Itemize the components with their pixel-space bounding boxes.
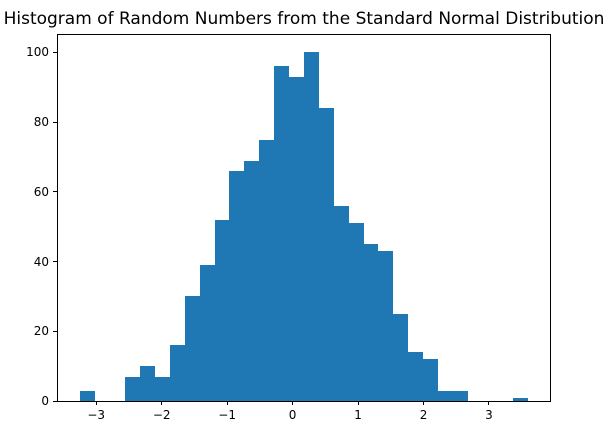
chart-title: Histogram of Random Numbers from the Sta…: [3, 9, 605, 29]
y-tick-mark: [53, 51, 57, 53]
y-tick-mark: [53, 400, 57, 402]
histogram-bar: [303, 52, 319, 401]
histogram-bar: [274, 66, 290, 401]
y-tick-mark: [53, 261, 57, 263]
plot-area: −3 −2 −1 0 1 2 3 0 20 40 60 80 100: [26, 34, 551, 422]
y-tick-label: 80: [33, 115, 49, 130]
histogram-bar: [348, 223, 364, 401]
y-tick-label: 60: [33, 184, 49, 199]
histogram-bar: [393, 313, 409, 401]
y-tick-label: 20: [33, 324, 49, 339]
histogram-bar: [333, 205, 349, 401]
x-tick-label: −1: [218, 408, 236, 422]
y-tick-mark: [53, 330, 57, 332]
x-tick-mark: [161, 401, 163, 405]
x-tick-label: −2: [152, 408, 171, 422]
x-tick-mark: [488, 401, 490, 405]
histogram-bar: [199, 265, 215, 401]
x-tick-mark: [357, 401, 359, 405]
x-tick-label: 1: [354, 408, 362, 422]
histogram-bar: [289, 76, 304, 401]
histogram-bar: [184, 296, 200, 401]
histogram-bar: [438, 390, 453, 401]
y-tick-label: 100: [26, 45, 49, 60]
x-tick-label: −3: [87, 408, 106, 422]
histogram-bar: [214, 219, 230, 401]
histogram-bar: [140, 366, 155, 401]
y-tick-label: 40: [33, 254, 49, 269]
y-tick-label: 0: [41, 394, 49, 408]
y-tick-mark: [53, 191, 57, 193]
x-tick-mark: [423, 401, 425, 405]
histogram-bar: [318, 108, 334, 401]
histogram-bar: [378, 251, 394, 401]
histogram-bar: [80, 390, 96, 401]
histogram-bar: [512, 397, 528, 401]
x-tick-label: 0: [288, 408, 297, 422]
y-tick-mark: [53, 121, 57, 123]
histogram-bar: [423, 359, 439, 401]
histogram-bar: [244, 160, 260, 401]
x-tick-label: 3: [485, 408, 493, 422]
histogram-bar: [453, 390, 468, 401]
histogram-bar: [408, 352, 424, 401]
x-tick-mark: [226, 401, 228, 405]
histogram-bar: [259, 139, 275, 401]
histogram-bar: [363, 244, 379, 401]
histogram-bar: [125, 376, 140, 401]
x-tick-mark: [292, 401, 294, 405]
histogram-bar: [169, 345, 185, 401]
x-tick-label: 2: [419, 408, 428, 422]
histogram-bar: [229, 170, 245, 401]
histogram-bar: [154, 376, 170, 401]
x-tick-mark: [95, 401, 97, 405]
